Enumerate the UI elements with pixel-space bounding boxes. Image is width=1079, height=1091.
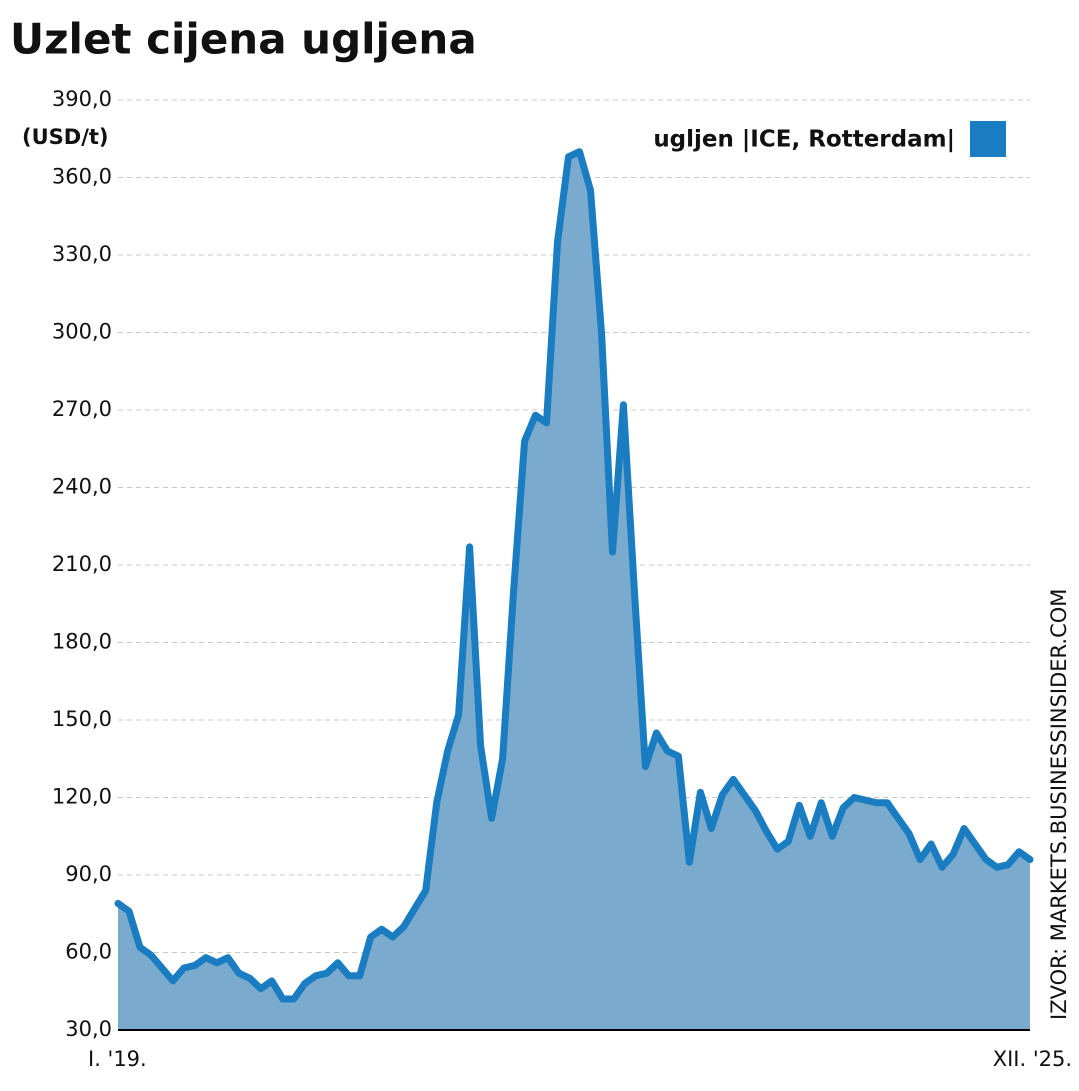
y-tick-label: 150,0 [52,707,112,731]
y-tick-label: 330,0 [52,242,112,266]
y-tick-label: 270,0 [52,397,112,421]
legend-swatch [970,121,1006,157]
y-tick-label: 90,0 [65,862,112,886]
y-axis-label: (USD/t) [22,125,109,149]
x-tick-label: XII. '25. [993,1047,1072,1071]
y-tick-label: 210,0 [52,552,112,576]
y-tick-label: 300,0 [52,320,112,344]
y-tick-label: 30,0 [65,1017,112,1041]
y-tick-label: 240,0 [52,475,112,499]
y-tick-label: 180,0 [52,630,112,654]
y-tick-label: 60,0 [65,940,112,964]
y-tick-label: 390,0 [52,87,112,111]
legend-label: ugljen |ICE, Rotterdam| [653,127,955,153]
y-tick-label: 120,0 [52,785,112,809]
y-tick-label: 360,0 [52,165,112,189]
x-tick-label: I. '19. [88,1047,147,1071]
source: IZVOR: MARKETS.BUSINESSINSIDER.COM [1047,589,1071,1020]
area [118,151,1030,1030]
line [114,148,1034,1003]
chart-title: Uzlet cijena ugljena [10,15,477,64]
